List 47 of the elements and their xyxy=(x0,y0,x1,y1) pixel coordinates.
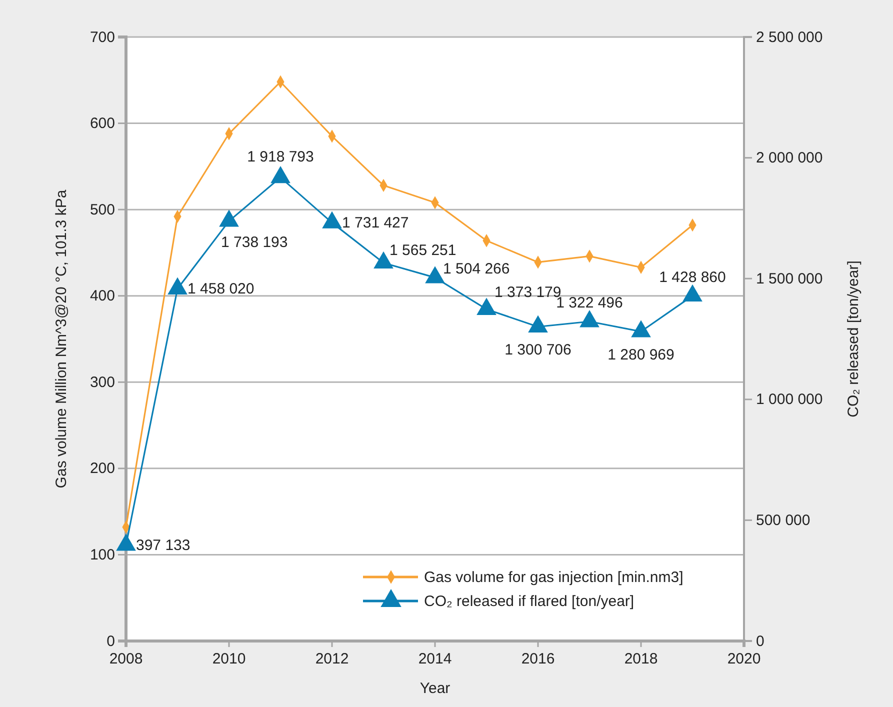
y-axis-title: Gas volume Million Nm^3@20 °C, 101.3 kPa xyxy=(53,189,70,488)
y2-tick-label: 2 000 000 xyxy=(756,150,823,167)
x-tick-label: 2020 xyxy=(727,650,761,668)
data-label: 397 133 xyxy=(136,537,190,554)
y-tick-label: 300 xyxy=(90,374,115,391)
point xyxy=(682,284,702,302)
y-tick-label: 100 xyxy=(90,546,115,564)
x-tick-label: 2010 xyxy=(212,650,246,668)
x-tick-label: 2014 xyxy=(418,650,452,668)
data-label: 1 565 251 xyxy=(390,242,456,259)
data-label: 1 428 860 xyxy=(659,268,726,286)
y-tick-label: 0 xyxy=(106,632,115,650)
point xyxy=(528,315,548,332)
point xyxy=(270,166,290,184)
point xyxy=(631,320,651,338)
legend-label: CO₂ released if flared [ton/year] xyxy=(424,593,634,610)
point xyxy=(322,211,342,228)
data-label: 1 458 020 xyxy=(188,280,254,298)
x-tick-label: 2012 xyxy=(315,650,349,668)
point xyxy=(116,534,136,551)
data-label: 1 918 793 xyxy=(247,148,314,166)
y-tick-label: 400 xyxy=(90,288,115,305)
y2-axis-title: CO₂ released [ton/year] xyxy=(845,260,862,418)
x-axis-title: Year xyxy=(420,680,450,697)
data-label: 1 738 193 xyxy=(221,234,288,252)
data-label: 1 280 969 xyxy=(608,346,674,364)
y-tick-label: 200 xyxy=(90,460,115,478)
data-label: 1 300 706 xyxy=(504,342,572,359)
data-label: 1 731 427 xyxy=(342,214,409,232)
point xyxy=(168,277,188,294)
x-tick-label: 2008 xyxy=(109,650,143,668)
point xyxy=(580,310,600,328)
data-label: 1 504 266 xyxy=(443,260,510,278)
x-tick-label: 2016 xyxy=(521,650,555,668)
y2-tick-label: 1 000 000 xyxy=(756,391,823,408)
point xyxy=(219,210,239,227)
y2-tick-label: 2 500 000 xyxy=(756,28,823,46)
y2-tick-label: 0 xyxy=(756,632,764,650)
y2-tick-label: 1 500 000 xyxy=(756,270,823,288)
y-tick-label: 500 xyxy=(90,201,115,218)
point xyxy=(476,298,496,315)
point xyxy=(425,266,445,284)
y-tick-label: 600 xyxy=(90,115,115,132)
legend-label: Gas volume for gas injection [min.nm3] xyxy=(424,569,684,586)
y2-tick-label: 500 000 xyxy=(756,512,810,529)
y-tick-label: 700 xyxy=(90,28,115,46)
x-tick-label: 2018 xyxy=(624,650,658,668)
